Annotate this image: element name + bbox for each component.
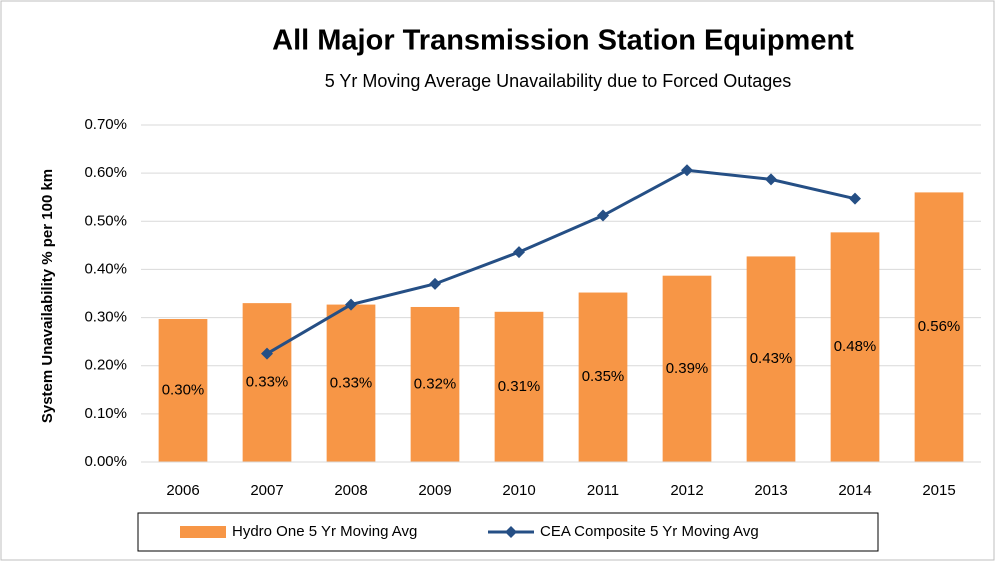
chart-title: All Major Transmission Station Equipment	[272, 25, 854, 57]
line	[266, 168, 856, 355]
x-tick-label: 2009	[418, 482, 451, 499]
legend-label: Hydro One 5 Yr Moving Avg	[232, 523, 417, 540]
y-tick-label: 0.20%	[84, 357, 127, 374]
bar	[494, 311, 544, 462]
x-tick-label: 2011	[587, 482, 619, 499]
line-marker	[513, 246, 525, 259]
line-marker	[849, 192, 861, 205]
y-axis-label: System Unavailability % per 100 km	[39, 169, 56, 423]
bar	[662, 275, 712, 462]
line-marker	[765, 173, 777, 186]
chart-subtitle: 5 Yr Moving Average Unavailability due t…	[325, 71, 792, 91]
bar	[242, 303, 292, 462]
value-label: 0.39%	[666, 360, 709, 377]
x-tick-label: 2013	[754, 482, 787, 499]
y-tick-label: 0.10%	[84, 405, 127, 422]
value-label: 0.35%	[582, 368, 625, 385]
line-marker	[345, 298, 357, 311]
value-label: 0.32%	[414, 375, 457, 392]
legend-swatch	[180, 526, 226, 538]
line-marker	[681, 164, 693, 177]
y-tick-label: 0.70%	[84, 116, 127, 133]
x-tick-label: 2007	[250, 482, 283, 499]
x-tick-label: 2010	[502, 482, 535, 499]
bar	[578, 292, 628, 462]
y-tick-label: 0.50%	[84, 212, 127, 229]
value-label: 0.43%	[750, 350, 793, 367]
value-label: 0.33%	[330, 374, 373, 391]
line-marker	[597, 209, 609, 222]
value-label: 0.48%	[834, 338, 877, 355]
value-label: 0.56%	[918, 318, 961, 335]
bar	[158, 319, 208, 462]
y-tick-label: 0.30%	[84, 309, 127, 326]
bar	[746, 256, 796, 462]
x-tick-label: 2008	[334, 482, 367, 499]
line-marker	[261, 347, 273, 360]
value-label: 0.30%	[162, 381, 205, 398]
x-tick-label: 2012	[670, 482, 703, 499]
x-tick-label: 2015	[922, 482, 955, 499]
legend-label: CEA Composite 5 Yr Moving Avg	[540, 523, 759, 540]
bar	[326, 304, 376, 462]
line-marker	[429, 277, 441, 290]
x-tick-label: 2006	[166, 482, 199, 499]
legend-swatch	[505, 526, 517, 538]
y-tick-label: 0.60%	[84, 164, 127, 181]
x-tick-label: 2014	[838, 482, 871, 499]
bar	[830, 232, 880, 462]
value-label: 0.33%	[246, 374, 289, 391]
value-label: 0.31%	[498, 378, 541, 395]
bar	[914, 192, 964, 462]
y-tick-label: 0.00%	[84, 453, 127, 470]
bar	[410, 306, 460, 462]
y-tick-label: 0.40%	[84, 260, 127, 277]
